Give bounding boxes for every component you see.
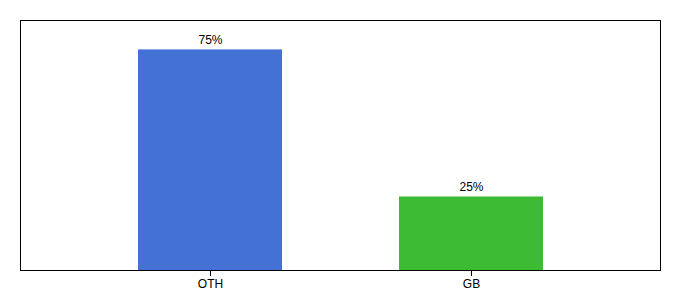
svg-text:25%: 25% (459, 180, 483, 194)
svg-text:OTH: OTH (198, 277, 223, 291)
svg-text:75%: 75% (198, 33, 222, 47)
svg-text:GB: GB (463, 277, 480, 291)
